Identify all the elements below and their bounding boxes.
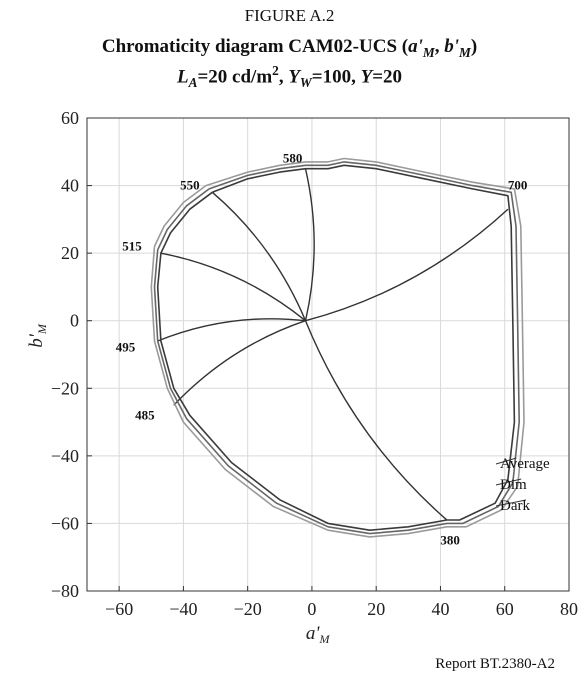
sub-la-sup: 2 [272,63,279,78]
x-tick-label: −40 [169,599,197,619]
sub-yw-val: =100, [311,66,361,88]
legend-leader-dark [495,499,527,507]
legend-entry-average: Average [500,456,550,472]
sub-la-sub: A [188,75,198,91]
wavelength-label-700: 700 [508,178,528,193]
x-axis-label-sub: M [319,632,331,646]
y-tick-label: −80 [51,581,79,601]
figure-label: FIGURE A.2 [244,6,335,25]
x-tick-label: 0 [307,599,316,619]
wavelength-label-380: 380 [440,532,460,547]
sub-y-val: =20 [372,66,403,88]
hue-line-580 [304,168,315,321]
x-tick-label: 40 [431,599,449,619]
title-main: Chromaticity diagram CAM02-UCS ( [101,36,409,57]
y-axis-label-sub: M [35,323,49,335]
report-footer: Report BT.2380-A2 [435,656,555,672]
title-a: a' [408,36,423,57]
wavelength-label-485: 485 [135,407,155,422]
grid-lines [87,117,570,592]
x-axis-label: a'M [306,623,331,646]
legend-entry-dim: Dim [500,477,527,493]
wavelength-label-515: 515 [122,238,142,253]
title-close: ) [470,36,478,57]
sub-yw-sub: W [299,75,312,91]
y-tick-label: 0 [70,311,79,331]
hue-line-700 [305,208,509,322]
title-a-sub: M [422,44,435,60]
chart-title: Chromaticity diagram CAM02-UCS (a'M, b'M… [0,36,579,61]
legend-leader-average [495,457,517,465]
x-tick-label: 20 [367,599,385,619]
sub-yw-sep: , [278,66,289,88]
hue-line-380 [304,320,448,521]
y-axis-label: b'M [26,323,49,348]
wavelength-label-580: 580 [283,151,303,166]
hue-lines [157,168,509,521]
hue-line-485 [173,320,306,406]
plot-frame [86,117,570,592]
hue-line-495 [157,318,306,342]
x-tick-label: −20 [234,599,262,619]
y-tick-label: −20 [51,378,79,398]
title-b-sub: M [458,44,471,60]
y-tick-label: 60 [61,108,79,128]
legend-entry-dark: Dark [500,498,530,514]
locus-curves [150,157,525,538]
locus-dark [150,157,525,538]
locus-average [156,164,516,532]
y-tick-label: 40 [61,176,79,196]
title-sep: , [434,36,445,57]
legend: Average Dim Dark [495,456,550,514]
locus-dim [153,161,521,535]
chart-subtitle: LA=20 cd/m2, YW=100, Y=20 [0,63,579,91]
y-tick-label: 20 [61,243,79,263]
sub-yw: Y [288,66,300,88]
title-b: b' [444,36,459,57]
y-tick-label: −40 [51,446,79,466]
hue-line-515 [160,252,306,322]
wavelength-labels: 580 550 515 495 485 700 380 [116,151,528,548]
tick-labels: −60 −40 −20 0 20 40 60 80 −80 −60 −40 −20 0 20 40 60 [51,108,578,619]
legend-leader-dim [495,478,522,486]
x-tick-label: 60 [496,599,514,619]
x-tick-label: −60 [105,599,133,619]
x-tick-label: 80 [560,599,578,619]
wavelength-label-495: 495 [116,340,136,355]
y-tick-label: −60 [51,513,79,533]
hue-line-550 [211,191,307,321]
sub-la-val: =20 cd/m [197,66,273,88]
sub-la: L [176,66,189,88]
sub-y: Y [360,66,373,88]
wavelength-label-550: 550 [180,178,200,193]
